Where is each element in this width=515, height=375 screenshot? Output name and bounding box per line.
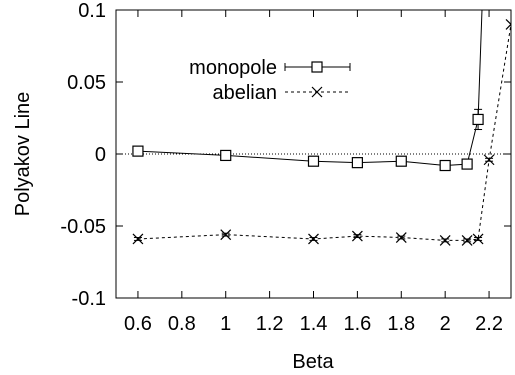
legend-marker-abelian (311, 86, 323, 98)
data-point-abelian (439, 234, 451, 246)
series-layer (132, 10, 511, 246)
marker-stroke (395, 232, 407, 243)
legend: monopole abelian (189, 57, 351, 104)
data-point-abelian (472, 233, 484, 245)
data-point-abelian (395, 232, 407, 243)
data-point-abelian (308, 233, 319, 245)
series-line-abelian (137, 24, 511, 241)
series-abelian (132, 18, 511, 246)
marker-stroke (311, 86, 323, 98)
data-point-monopole (395, 155, 407, 167)
marker-stroke (461, 234, 473, 246)
marker-stroke (505, 23, 511, 30)
series-line-monopole (137, 10, 483, 167)
marker-stroke (439, 234, 451, 246)
series-monopole (132, 10, 484, 172)
data-point-monopole (472, 113, 484, 126)
legend-label-abelian: abelian (212, 82, 277, 104)
legend-label-monopole: monopole (189, 57, 277, 79)
data-point-monopole (132, 145, 144, 157)
y-axis-label: Polyakov Line (12, 92, 34, 217)
data-point-abelian (220, 229, 232, 241)
x-tick-label: 1 (220, 313, 231, 335)
plot-frame (115, 9, 512, 299)
data-point-monopole (220, 149, 232, 162)
data-point-abelian (461, 234, 473, 246)
y-tick-label: 0.05 (67, 72, 106, 94)
legend-marker-monopole (311, 61, 323, 73)
x-tick-label: 0.6 (124, 313, 152, 335)
marker-stroke (483, 154, 495, 166)
x-tick-label: 1.8 (387, 313, 415, 335)
x-axis-label: Beta (292, 351, 334, 373)
y-tick-label: -0.05 (60, 216, 106, 238)
data-point-abelian (505, 18, 511, 30)
x-tick-label: 1.2 (256, 313, 284, 335)
data-point-abelian (483, 154, 495, 166)
x-tick-label: 0.8 (168, 313, 196, 335)
marker-stroke (220, 229, 232, 241)
x-tick-label: 2 (440, 313, 451, 335)
data-point-monopole (439, 159, 451, 172)
marker-stroke (472, 233, 484, 245)
x-tick-label: 1.6 (343, 313, 371, 335)
x-tick-label: 1.4 (300, 313, 328, 335)
marker-stroke (308, 233, 319, 245)
marker-stroke (351, 230, 363, 242)
y-tick-label: -0.1 (72, 288, 106, 310)
data-point-monopole (461, 158, 473, 170)
data-point-monopole (307, 155, 320, 167)
marker-stroke (505, 18, 511, 26)
marker-stroke (132, 233, 144, 245)
data-point-abelian (132, 233, 144, 245)
axes: 0.1 0.05 0 -0.05 -0.1 0.6 0.8 1 1.2 1.4 1.6 1.8 2 2.2 (60, 0, 512, 335)
data-point-monopole (351, 157, 363, 169)
data-point-abelian (351, 230, 363, 242)
x-tick-label: 2.2 (475, 313, 503, 335)
y-tick-label: 0.1 (78, 0, 106, 22)
y-tick-label: 0 (95, 144, 106, 166)
